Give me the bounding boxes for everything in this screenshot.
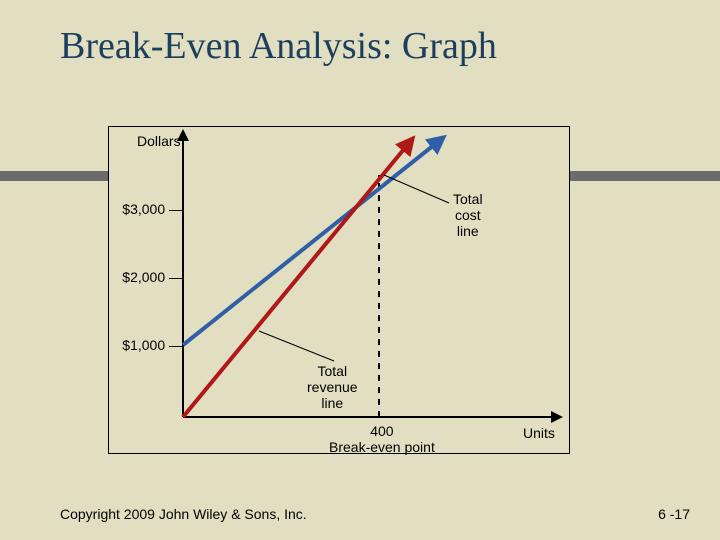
x-axis-label: Units xyxy=(523,425,555,441)
chart-container: Dollars $3,000 — $2,000 — $1,000 — xyxy=(108,126,570,454)
accent-bar-right xyxy=(570,171,720,181)
total-revenue-label: Totalrevenueline xyxy=(307,363,358,411)
total-revenue-line xyxy=(183,143,409,417)
revenue-label-pointer xyxy=(259,331,334,361)
cost-label-pointer xyxy=(384,175,449,203)
copyright-text: Copyright 2009 John Wiley & Sons, Inc. xyxy=(60,506,307,522)
total-cost-line xyxy=(183,141,439,345)
accent-bar-left xyxy=(0,171,108,181)
total-cost-label: Totalcostline xyxy=(453,191,483,239)
slide: Break-Even Analysis: Graph Dollars $3,00… xyxy=(0,0,720,540)
page-number: 6 -17 xyxy=(658,506,690,522)
breakeven-point-label: 400Break-even point xyxy=(329,423,435,455)
page-title: Break-Even Analysis: Graph xyxy=(60,24,680,68)
